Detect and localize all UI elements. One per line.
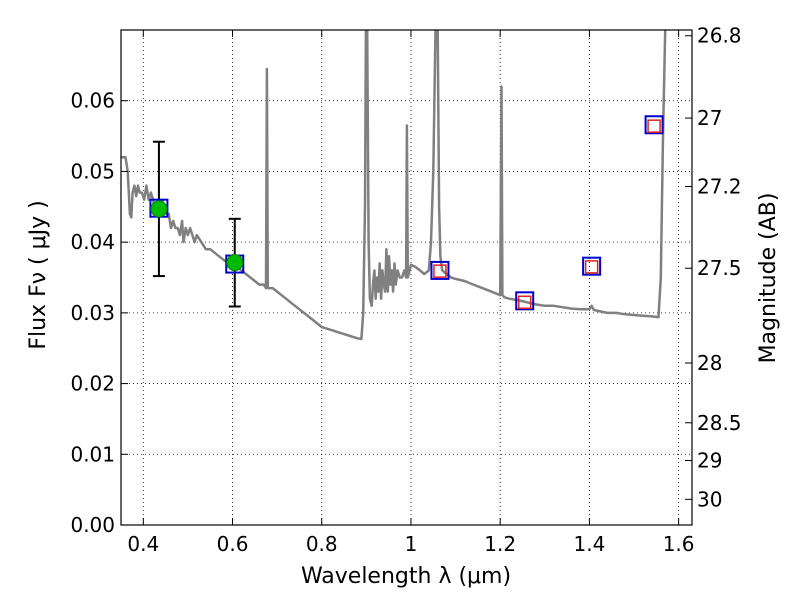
x-tick-label: 1.2 [484,532,516,556]
spectrum-line [121,30,667,341]
y-right-axis-label: Magnitude (AB) [756,193,781,364]
x-tick-label: 1.6 [663,532,695,556]
spectrum-layer [121,30,667,341]
mag-tick-label: 27.2 [697,175,742,199]
mag-tick-label: 27 [697,106,722,130]
mag-tick-label: 30 [697,487,722,511]
y-tick-label: 0.04 [70,230,115,254]
green-circle-marker [150,200,168,218]
mag-tick-label: 28 [697,351,722,375]
y-tick-label: 0.05 [70,159,115,183]
mag-tick-label: 29 [697,449,722,473]
red-square-marker [433,264,447,278]
y-tick-label: 0.00 [70,513,115,537]
y-tick-label: 0.02 [70,372,115,396]
y-tick-label: 0.06 [70,89,115,113]
y-axis-label: Flux Fν ( μJy ) [26,200,51,349]
red-square-marker [584,260,599,274]
red-square-marker [647,119,661,133]
mag-tick-label: 26.8 [697,24,742,48]
blue-square-marker [644,115,664,135]
red-square-marker [517,295,532,309]
x-tick-label: 1 [405,532,418,556]
blue-square-marker [430,260,450,280]
grid [121,30,692,526]
x-tick-label: 0.8 [306,532,338,556]
x-tick-label: 1.4 [573,532,605,556]
x-axis-label: Wavelength λ (μm) [301,564,511,589]
mag-tick-label: 28.5 [697,411,742,435]
y-tick-label: 0.03 [70,301,115,325]
marker-layer [149,115,664,311]
blue-square-marker [582,256,602,276]
blue-square-marker [515,291,535,311]
y-tick-label: 0.01 [70,442,115,466]
x-tick-label: 0.6 [217,532,249,556]
green-circle-marker [226,254,244,272]
axes: 0.4 0.6 0.8 1 1.2 1.4 1.6 0.00 0.01 0.02 0.03 0.04 0… [70,24,741,556]
x-tick-label: 0.4 [127,532,159,556]
mag-tick-label: 27.5 [697,256,742,280]
plot-frame [120,29,693,526]
